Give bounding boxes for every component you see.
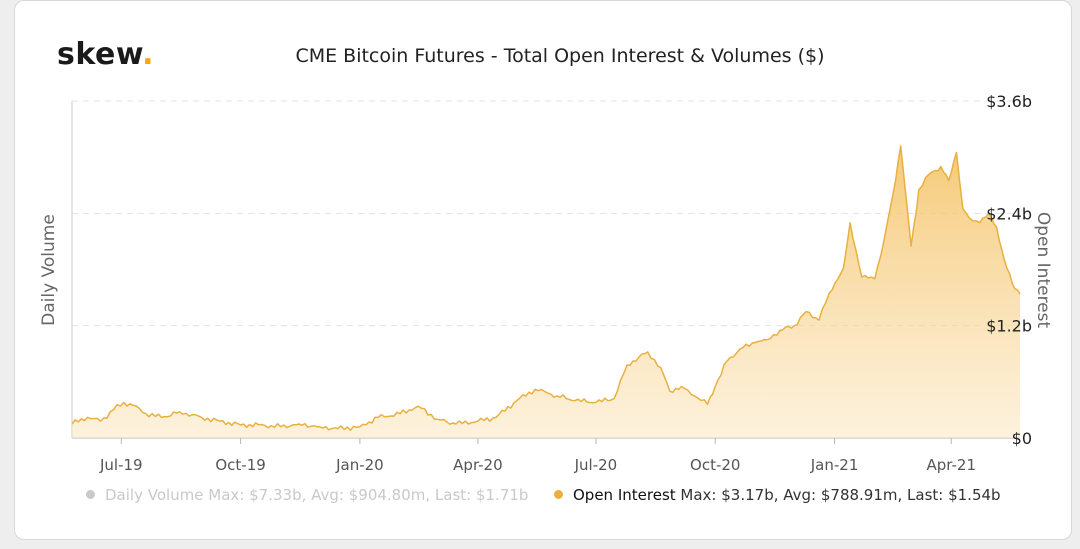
right-tick-label: $0 — [1012, 429, 1032, 448]
right-axis-title: Open Interest — [1033, 212, 1053, 329]
legend-dot-icon — [554, 490, 563, 499]
skew-logo: skew. — [57, 37, 155, 72]
open-interest-line — [71, 145, 1021, 431]
x-tick-label: Apr-21 — [927, 456, 977, 474]
x-tick-label: Oct-19 — [215, 456, 265, 474]
right-tick-label: $1.2b — [986, 317, 1032, 336]
legend-open-interest[interactable]: Open Interest Max: $3.17b, Avg: $788.91m… — [554, 486, 1001, 504]
open-interest-area — [72, 145, 1020, 438]
x-tick-label: Jan-20 — [335, 456, 384, 474]
legend-daily-volume[interactable]: Daily Volume Max: $7.33b, Avg: $904.80m,… — [86, 486, 528, 504]
x-tick-label: Jul-20 — [574, 456, 618, 474]
x-tick-label: Apr-20 — [453, 456, 503, 474]
right-tick-label: $2.4b — [986, 204, 1032, 223]
chart-title: CME Bitcoin Futures - Total Open Interes… — [295, 45, 825, 67]
legend-dot-icon — [86, 490, 95, 499]
right-tick-label: $3.6b — [986, 92, 1032, 111]
left-axis-title: Daily Volume — [39, 214, 59, 326]
x-tick-label: Jan-21 — [810, 456, 859, 474]
x-tick-label: Oct-20 — [690, 456, 740, 474]
x-tick-label: Jul-19 — [99, 456, 143, 474]
